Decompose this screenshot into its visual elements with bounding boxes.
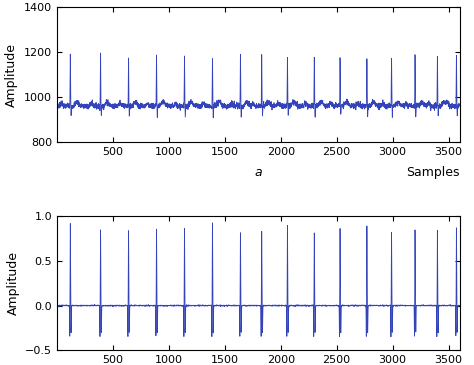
Text: a: a bbox=[255, 166, 262, 179]
Y-axis label: Amplitude: Amplitude bbox=[7, 251, 19, 315]
Y-axis label: Amplitude: Amplitude bbox=[5, 43, 18, 107]
Text: Samples: Samples bbox=[406, 166, 460, 179]
